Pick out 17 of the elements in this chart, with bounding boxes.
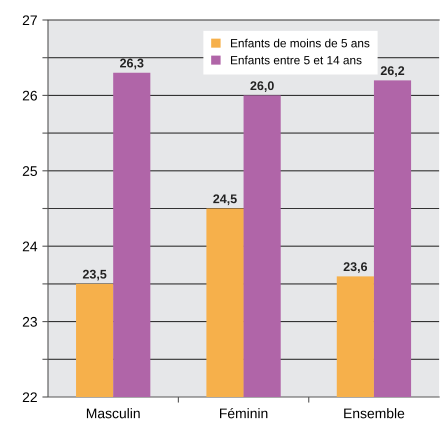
x-tick-label: Féminin	[220, 408, 268, 418]
data-label: 26,3	[120, 58, 144, 70]
x-tick-label: Masculin	[86, 408, 140, 418]
y-tick-label: 27	[22, 15, 37, 26]
x-tick-label: Ensemble	[344, 408, 404, 418]
data-label: 23,5	[82, 270, 106, 280]
y-tick-label: 23	[22, 316, 37, 327]
data-label: 23,6	[344, 262, 368, 273]
legend-label: Enfants entre 5 et 14 ans	[231, 56, 362, 64]
y-tick-label: 26	[22, 90, 37, 101]
y-tick-label: 24	[22, 242, 38, 252]
data-label: 26,2	[380, 66, 404, 77]
y-tick-label: 22	[22, 392, 37, 402]
data-label: 26,0	[250, 81, 274, 92]
legend-label: Enfants de moins de 5 ans	[231, 38, 370, 48]
y-tick-label: 25	[22, 166, 38, 176]
data-label: 24,5	[213, 194, 237, 206]
